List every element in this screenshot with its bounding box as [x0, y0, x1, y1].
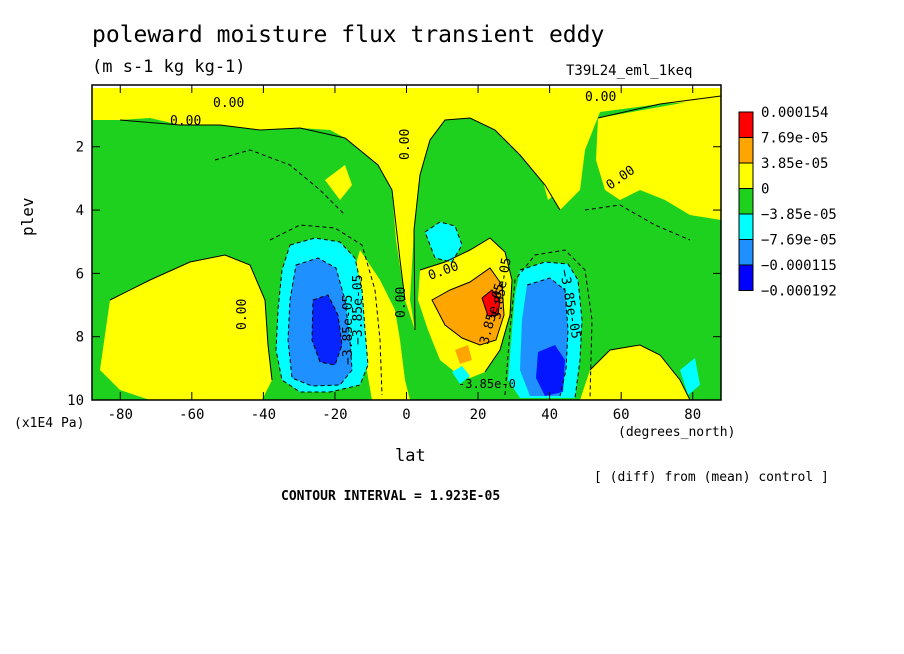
fill-yellow-center-lower: [350, 250, 410, 400]
fill-yellow-left-lower: [100, 255, 272, 400]
fill-yellow-small-2: [540, 160, 560, 200]
chart-title: poleward moisture flux transient eddy: [92, 22, 605, 48]
y-tick-label: 2: [76, 140, 84, 156]
contour-label: 0.00: [585, 90, 616, 105]
chart-units: (m s-1 kg kg-1): [92, 57, 246, 77]
contour-zero-right2: [589, 344, 691, 400]
contour-label: 0.00: [394, 287, 409, 318]
colorbar-label: −0.000115: [761, 258, 837, 274]
x-tick-label: 60: [613, 407, 630, 423]
x-tick-label: 20: [470, 407, 487, 423]
colorbar: 0.000154 7.69e-05 3.85e-05 0 −3.85e-05 −7.69e…: [738, 105, 837, 300]
contour-label: -3.85e-0: [458, 377, 516, 391]
contour-interval: CONTOUR INTERVAL = 1.923E-05: [281, 489, 501, 504]
filled-contours: [92, 85, 721, 400]
x-axis-units: (degrees_north): [618, 425, 736, 440]
contour-neg-north-2: [519, 261, 583, 399]
fill-blue-south: [312, 295, 342, 365]
x-tick-label: 80: [684, 407, 701, 423]
y-axis: 2 4 6 8 10: [67, 140, 721, 409]
colorbar-label: 7.69e-05: [761, 131, 828, 147]
colorbar-label: −7.69e-05: [761, 233, 837, 249]
contour-neg-north-3: [526, 277, 569, 397]
colorbar-label: 0: [761, 182, 769, 198]
y-tick-label: 6: [76, 266, 84, 282]
contour-neg-south-2: [275, 237, 369, 393]
contour-label: 0.00: [213, 96, 244, 111]
contour-zero-left: [109, 254, 273, 381]
colorbar-label: −3.85e-05: [761, 207, 837, 223]
run-name: T39L24_eml_1keq: [566, 63, 693, 79]
x-tick-label: 0: [402, 407, 410, 423]
x-tick-label: -20: [322, 407, 347, 423]
colorbar-swatch: [738, 137, 754, 164]
contour-label: 0.00: [235, 299, 250, 330]
contour-label: 0.00: [398, 129, 413, 160]
y-tick-label: 8: [76, 330, 84, 346]
x-tick-label: -80: [108, 407, 133, 423]
fill-yellow-right-upper: [596, 96, 721, 220]
colorbar-label: −0.000192: [761, 284, 837, 300]
fill-blue-north: [536, 345, 565, 396]
contour-zero-right: [597, 95, 721, 119]
contour-zero-eq: [413, 117, 561, 331]
x-tick-label: -60: [179, 407, 204, 423]
contour-lines-negative: [214, 149, 691, 399]
fill-orange-small: [455, 345, 472, 364]
colorbar-swatch: [738, 162, 754, 189]
x-tick-label: -40: [251, 407, 276, 423]
colorbar-swatch: [738, 188, 754, 215]
contour-neg-north-1: [504, 249, 593, 399]
colorbar-swatch: [738, 213, 754, 240]
x-tick-label: 40: [541, 407, 558, 423]
contour-neg-upper-right: [584, 204, 691, 241]
contour-neg-upper-left: [214, 149, 346, 216]
fill-orange-eq: [432, 268, 504, 345]
contour-zero-eqlower: [419, 237, 513, 373]
contour-label: 0.00: [170, 114, 201, 129]
x-axis-label: lat: [395, 446, 426, 466]
colorbar-label: 0.000154: [761, 105, 828, 121]
fill-cyan-eq-upper: [425, 222, 462, 262]
contour-pos-eq: [431, 267, 505, 346]
colorbar-swatch: [738, 264, 754, 291]
fill-cyan-eq-lower: [452, 366, 470, 384]
contour-lines: [109, 95, 721, 400]
colorbar-swatch: [738, 111, 754, 138]
diff-note: [ (diff) from (mean) control ]: [594, 470, 829, 485]
y-tick-label: 10: [67, 393, 84, 409]
fill-yellow-top-band: [92, 85, 721, 330]
fill-cyan-right: [680, 358, 700, 395]
y-axis-units: (x1E4 Pa): [14, 416, 85, 431]
contour-neg-south-4: [311, 294, 343, 366]
contour-label: −3.85e-05: [341, 295, 356, 365]
contour-neg-south-3: [287, 257, 353, 387]
contour-zero-top: [119, 119, 406, 301]
y-tick-label: 4: [76, 203, 84, 219]
fill-yellow-small-1: [325, 165, 352, 200]
x-axis: -80 -60 -40 -20 0 20 40 60 80: [108, 85, 701, 423]
colorbar-label: 3.85e-05: [761, 156, 828, 172]
fill-red-eq: [482, 290, 500, 316]
contour-pos-eq-inner: [481, 289, 501, 317]
colorbar-swatch: [738, 239, 754, 266]
contour-neg-south-1: [269, 224, 383, 396]
contour-label: −3.85e-05: [351, 275, 366, 345]
